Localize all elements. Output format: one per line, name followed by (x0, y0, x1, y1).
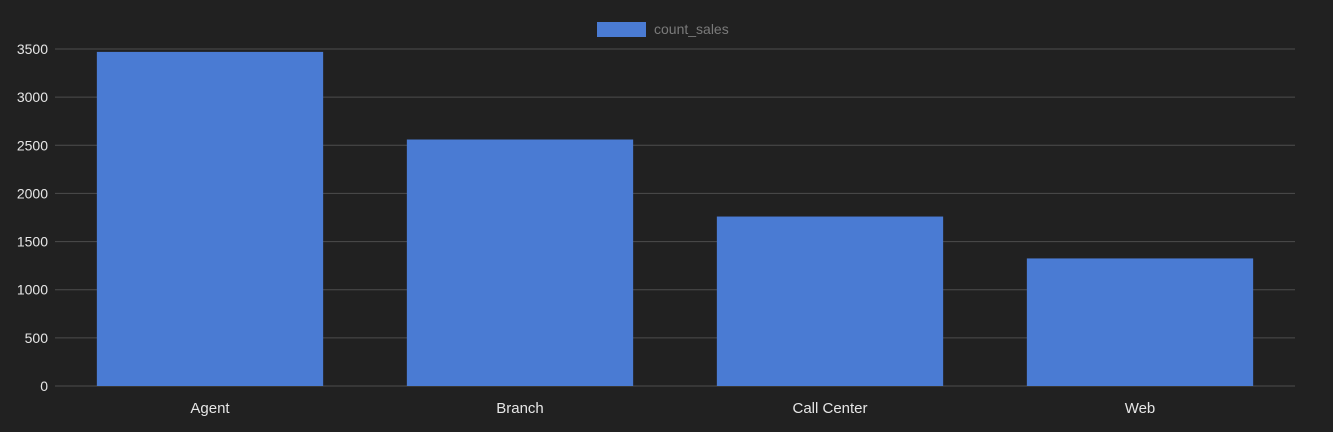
y-tick-label-2500: 2500 (17, 137, 48, 153)
legend[interactable]: count_sales (597, 21, 729, 37)
y-tick-label-3500: 3500 (17, 41, 48, 57)
legend-label-count-sales: count_sales (654, 21, 729, 37)
x-tick-label-agent: Agent (190, 400, 230, 417)
legend-swatch-count-sales (597, 22, 646, 37)
bar-web[interactable] (1026, 258, 1254, 386)
y-tick-label-0: 0 (40, 378, 48, 394)
bar-call-center[interactable] (716, 216, 944, 386)
y-axis-tick-labels: 0 500 1000 1500 2000 2500 3000 3500 (17, 41, 48, 394)
y-tick-label-1000: 1000 (17, 282, 48, 298)
y-tick-label-500: 500 (25, 330, 49, 346)
x-tick-label-call-center: Call Center (792, 400, 867, 417)
bars (96, 51, 1254, 386)
bar-branch[interactable] (406, 139, 634, 386)
y-tick-label-1500: 1500 (17, 234, 48, 250)
bar-agent[interactable] (96, 51, 324, 386)
x-tick-label-branch: Branch (496, 400, 544, 417)
x-tick-label-web: Web (1125, 400, 1156, 417)
y-tick-label-2000: 2000 (17, 185, 48, 201)
y-tick-label-3000: 3000 (17, 89, 48, 105)
x-axis-tick-labels: Agent Branch Call Center Web (190, 400, 1155, 417)
